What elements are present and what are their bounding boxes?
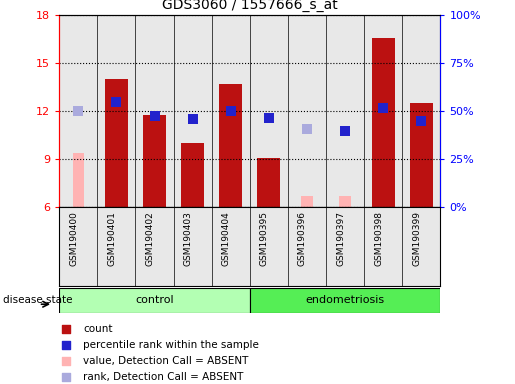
Bar	[372, 38, 394, 207]
Bar	[301, 196, 313, 207]
Point	[188, 116, 197, 122]
Point	[62, 358, 70, 364]
Text: count: count	[83, 324, 113, 334]
Title: GDS3060 / 1557666_s_at: GDS3060 / 1557666_s_at	[162, 0, 338, 12]
Bar	[73, 153, 84, 207]
Point	[62, 326, 70, 332]
Text: control: control	[135, 295, 174, 306]
Text: percentile rank within the sample: percentile rank within the sample	[83, 340, 259, 350]
Bar	[250, 15, 288, 207]
Point	[62, 374, 70, 380]
Point	[303, 126, 311, 132]
Bar	[59, 288, 250, 313]
Text: GSM190395: GSM190395	[260, 211, 269, 266]
Text: GSM190402: GSM190402	[146, 211, 154, 266]
Text: rank, Detection Call = ABSENT: rank, Detection Call = ABSENT	[83, 372, 244, 382]
Bar	[174, 15, 212, 207]
Bar	[212, 207, 250, 286]
Bar	[135, 207, 174, 286]
Text: GSM190397: GSM190397	[336, 211, 345, 266]
Text: GSM190403: GSM190403	[184, 211, 193, 266]
Point	[341, 127, 349, 134]
Bar	[250, 288, 440, 313]
Bar	[174, 207, 212, 286]
Text: disease state: disease state	[3, 295, 72, 306]
Bar	[105, 79, 128, 207]
Bar	[258, 158, 280, 207]
Point	[417, 118, 425, 124]
Bar	[402, 207, 440, 286]
Bar	[59, 207, 97, 286]
Bar	[288, 207, 326, 286]
Point	[74, 108, 82, 114]
Text: GSM190398: GSM190398	[374, 211, 383, 266]
Bar	[143, 114, 166, 207]
Text: GSM190401: GSM190401	[108, 211, 116, 266]
Bar	[326, 207, 364, 286]
Text: GSM190399: GSM190399	[413, 211, 421, 266]
Bar	[364, 207, 402, 286]
Bar	[135, 15, 174, 207]
Point	[62, 342, 70, 348]
Bar	[59, 15, 97, 207]
Bar	[326, 15, 364, 207]
Text: value, Detection Call = ABSENT: value, Detection Call = ABSENT	[83, 356, 249, 366]
Bar	[97, 15, 135, 207]
Point	[227, 108, 235, 114]
Bar	[97, 207, 135, 286]
Bar	[410, 103, 433, 207]
Bar	[402, 15, 440, 207]
Bar	[250, 207, 288, 286]
Point	[265, 115, 273, 121]
Bar	[339, 196, 351, 207]
Bar	[212, 15, 250, 207]
Text: GSM190396: GSM190396	[298, 211, 307, 266]
Bar	[219, 84, 242, 207]
Text: GSM190400: GSM190400	[70, 211, 78, 266]
Point	[379, 105, 387, 111]
Text: GSM190404: GSM190404	[222, 211, 231, 266]
Bar	[181, 143, 204, 207]
Bar	[364, 15, 402, 207]
Point	[150, 113, 159, 119]
Text: endometriosis: endometriosis	[305, 295, 385, 306]
Bar	[288, 15, 326, 207]
Point	[112, 99, 121, 105]
